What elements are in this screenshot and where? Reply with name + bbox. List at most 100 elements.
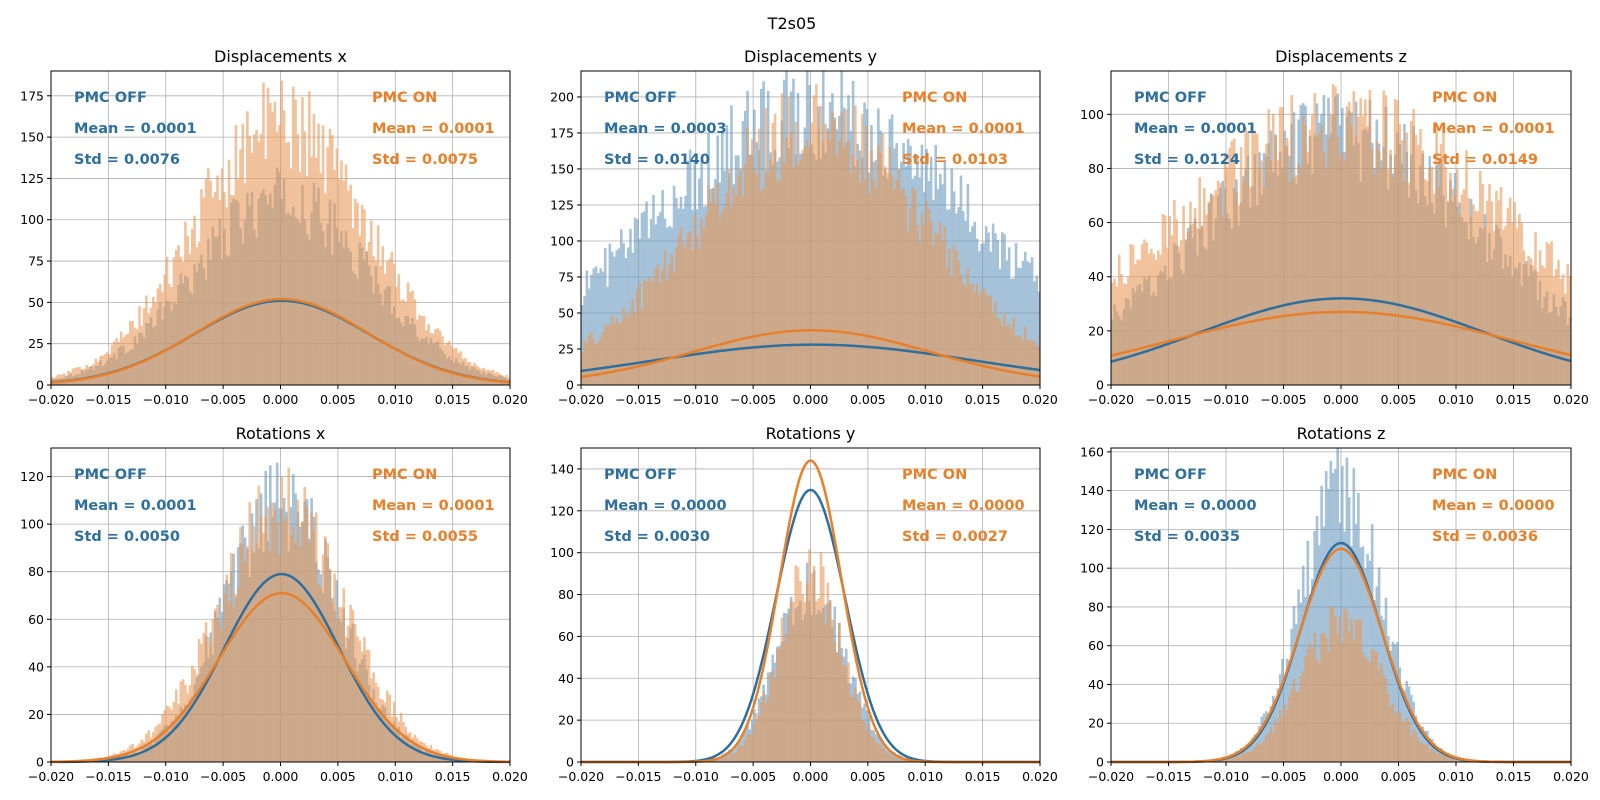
hist-bar <box>849 694 853 762</box>
hist-bar <box>1352 91 1356 385</box>
x-tick-label: −0.010 <box>143 392 189 407</box>
hist-bar <box>842 147 846 385</box>
annotation-on-mean: Mean = 0.0001 <box>372 121 495 137</box>
hist-bar <box>124 335 128 385</box>
x-tick-label: 0.010 <box>377 769 413 784</box>
hist-bar <box>1416 737 1420 762</box>
hist-bar <box>386 261 389 385</box>
hist-bar <box>452 348 456 385</box>
hist-bar <box>436 328 440 385</box>
y-tick-label: 25 <box>558 341 574 356</box>
y-tick-label: 20 <box>558 713 574 728</box>
hist-bar <box>608 324 612 385</box>
hist-bar <box>1370 648 1374 762</box>
hist-bar <box>950 276 954 385</box>
y-tick-label: 100 <box>20 517 44 532</box>
annotation-on-mean: Mean = 0.0000 <box>902 498 1025 514</box>
hist-bar <box>213 191 217 385</box>
hist-bar <box>92 364 95 385</box>
hist-bar <box>85 365 89 385</box>
hist-bar <box>1033 281 1036 385</box>
hist-bar <box>585 342 589 385</box>
y-tick-label: 100 <box>1080 561 1104 576</box>
hist-bar <box>1249 751 1252 762</box>
hist-bar <box>906 760 910 762</box>
hist-bar <box>796 567 800 762</box>
hist-bar <box>413 299 417 385</box>
hist-bar <box>649 282 653 385</box>
hist-bar <box>1444 756 1448 762</box>
hist-bar <box>1219 183 1222 385</box>
hist-bar <box>1030 257 1034 385</box>
hist-bar <box>743 739 747 762</box>
x-tick-label: −0.010 <box>143 769 189 784</box>
hist-bar <box>122 750 125 762</box>
hist-bar <box>890 175 894 385</box>
hist-bar <box>718 757 722 762</box>
y-tick-label: 60 <box>28 612 44 627</box>
hist-bar <box>1028 338 1032 385</box>
hist-bar <box>177 245 180 385</box>
annotation-off-std: Std = 0.0076 <box>74 152 180 168</box>
hist-bar <box>76 367 79 385</box>
y-tick-label: 50 <box>28 295 44 310</box>
hist-bar <box>1423 744 1427 762</box>
hist-bar <box>266 87 270 385</box>
subplot-title: Displacements z <box>1275 47 1407 66</box>
annotation-on-mean: Mean = 0.0001 <box>902 121 1025 137</box>
hist-bar <box>1320 633 1323 762</box>
hist-bar <box>1322 632 1326 762</box>
hist-bar <box>275 131 279 385</box>
hist-bar <box>1145 242 1149 385</box>
annotation-off-std: Std = 0.0140 <box>604 152 710 168</box>
x-tick-label: −0.010 <box>673 392 719 407</box>
hist-bar <box>780 93 784 386</box>
hist-bar <box>835 155 839 385</box>
hist-bar <box>920 212 924 385</box>
hist-bar <box>1253 746 1257 762</box>
hist-bar <box>1529 258 1533 385</box>
hist-bar <box>1143 239 1146 385</box>
hist-bar <box>964 285 967 385</box>
hist-bar <box>119 331 123 385</box>
hist-bar <box>1343 608 1346 762</box>
hist-bar <box>1370 149 1374 385</box>
subplot-6: Rotations z −0.020 −0.015 −0.010 −0.005 0.000… <box>1080 424 1589 784</box>
hist-bar <box>720 754 724 762</box>
hist-bar <box>186 693 189 762</box>
hist-bar <box>803 146 807 385</box>
hist-bar <box>1239 755 1243 762</box>
hist-bar <box>867 194 871 385</box>
hist-bar <box>269 102 272 386</box>
hist-bar <box>590 332 593 385</box>
hist-bar <box>1387 169 1390 385</box>
hist-bar <box>1449 757 1452 762</box>
hist-bar <box>496 371 499 385</box>
hist-bar <box>1327 488 1330 762</box>
x-tick-label: −0.020 <box>1088 392 1134 407</box>
hist-bar <box>732 187 736 385</box>
y-tick-label: 80 <box>558 587 574 602</box>
hist-bar <box>1318 132 1321 385</box>
hist-bar <box>420 315 424 385</box>
annotation-off-mean: Mean = 0.0001 <box>74 121 197 137</box>
x-tick-label: −0.005 <box>200 769 246 784</box>
hist-bar <box>1331 84 1335 385</box>
hist-bar <box>1403 181 1406 385</box>
hist-bar <box>1527 255 1530 385</box>
hist-bar <box>1297 691 1300 762</box>
hist-bar <box>333 573 336 762</box>
hist-bar <box>1508 197 1512 385</box>
hist-bar <box>436 749 440 762</box>
hist-bar <box>135 329 139 385</box>
subplot-title: Rotations y <box>766 424 856 443</box>
hist-bar <box>236 179 240 385</box>
hist-bar <box>1219 760 1222 762</box>
hist-bar <box>273 101 277 386</box>
hist-bar <box>1005 260 1009 385</box>
hist-bar <box>831 111 834 385</box>
hist-bar <box>1019 335 1022 385</box>
hist-bar <box>349 184 352 385</box>
hist-bar <box>445 342 449 385</box>
x-tick-label: 0.015 <box>435 769 471 784</box>
